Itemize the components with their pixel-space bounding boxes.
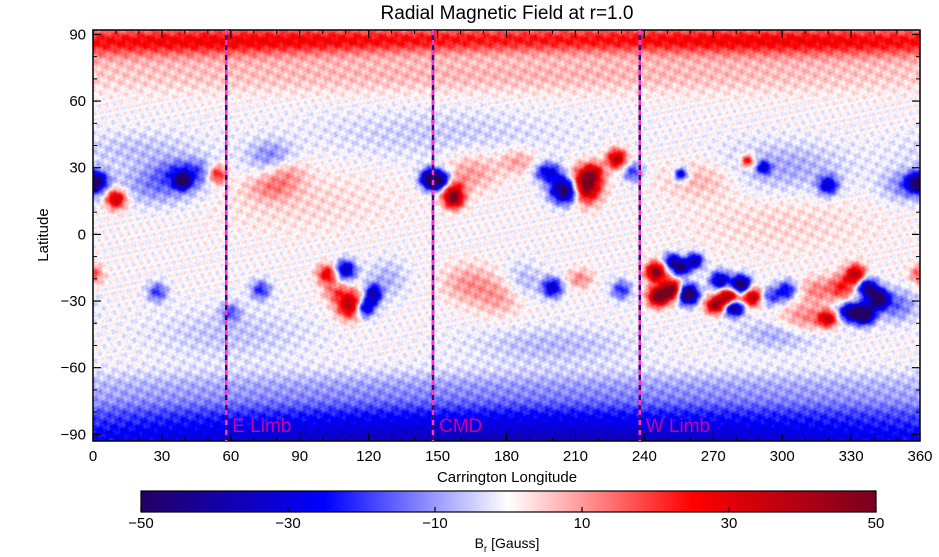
- x-tick-label: 330: [839, 448, 864, 465]
- colorbar-tick-label: −10: [422, 515, 447, 532]
- x-tick-label: 180: [494, 448, 519, 465]
- y-tick-label: 0: [78, 226, 86, 243]
- colorbar-label-sub: r: [484, 544, 488, 552]
- y-tick-label: −60: [61, 360, 86, 377]
- x-tick-label: 120: [356, 448, 381, 465]
- colorbar-tick-label: −30: [275, 515, 300, 532]
- colorbar-tick-label: −50: [128, 515, 153, 532]
- y-axis-ticks: 90 60 30 0 −30 −60 −90: [61, 26, 920, 443]
- field-map: [93, 30, 920, 441]
- limb-label: E Limb: [232, 416, 291, 437]
- x-tick-label: 360: [907, 448, 932, 465]
- colorbar-label-unit: [Gauss]: [487, 535, 539, 551]
- colorbar-tick-label: 30: [721, 515, 738, 532]
- x-tick-label: 240: [632, 448, 657, 465]
- x-axis-ticks: 0 30 60 90 120 150 180 210 240 270 300 330 360: [89, 30, 933, 465]
- colorbar: [140, 490, 877, 513]
- y-tick-label: 90: [69, 26, 86, 43]
- colorbar-label: Br [Gauss]: [475, 535, 540, 552]
- colorbar-label-main: B: [475, 535, 484, 551]
- x-tick-label: 150: [425, 448, 450, 465]
- x-tick-label: 210: [563, 448, 588, 465]
- field-map-image: [93, 30, 920, 441]
- limb-label: W Limb: [646, 416, 710, 437]
- x-tick-label: 270: [701, 448, 726, 465]
- y-tick-label: −30: [61, 293, 86, 310]
- y-axis-label: Latitude: [35, 208, 52, 261]
- x-tick-label: 30: [154, 448, 171, 465]
- chart-title: Radial Magnetic Field at r=1.0: [381, 3, 634, 24]
- x-axis-label: Carrington Longitude: [437, 469, 577, 486]
- y-tick-label: −90: [61, 426, 86, 443]
- y-tick-label: 60: [69, 93, 86, 110]
- limb-lines: E Limb CMD W Limb: [224, 30, 710, 441]
- x-tick-label: 300: [770, 448, 795, 465]
- limb-label: CMD: [439, 416, 482, 437]
- x-tick-label: 60: [222, 448, 239, 465]
- colorbar-tick-label: 50: [868, 515, 885, 532]
- y-tick-label: 30: [69, 160, 86, 177]
- colorbar-tick-label: 10: [574, 515, 591, 532]
- x-tick-label: 0: [89, 448, 97, 465]
- colorbar-ticks: −50 −30 −10 10 30 50: [128, 507, 884, 532]
- x-tick-label: 90: [291, 448, 308, 465]
